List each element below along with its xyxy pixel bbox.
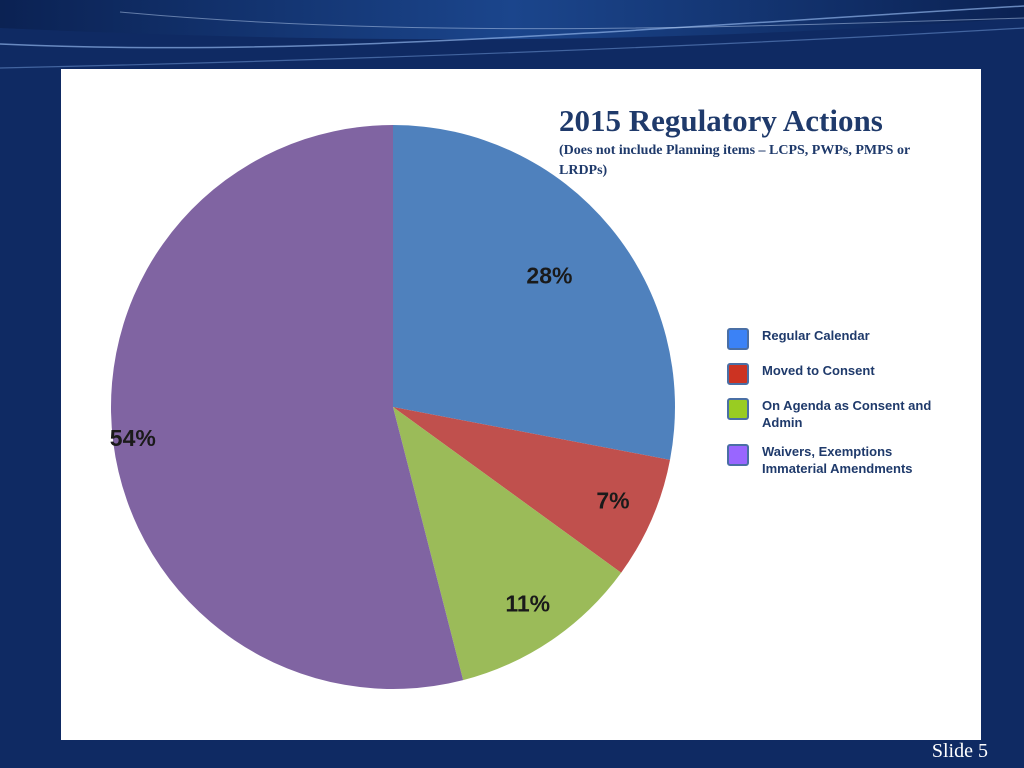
slide-content: 28% 7% 11% 54% 2015 Regulatory Actions (Doe… <box>61 69 981 740</box>
legend-label: Waivers, Exemptions Immaterial Amendment… <box>762 444 913 476</box>
legend-label: Regular Calendar <box>762 328 870 343</box>
pie-data-labels: 28% 7% 11% 54% <box>110 263 630 617</box>
legend-swatch <box>727 328 749 350</box>
legend-swatch <box>727 398 749 420</box>
pie-slice-waivers <box>110 125 464 690</box>
legend-item-waivers-exemptions: Waivers, Exemptions Immaterial Amendment… <box>727 443 977 477</box>
legend-item-regular-calendar: Regular Calendar <box>727 327 977 350</box>
slice-label-regular-calendar: 28% <box>526 263 572 289</box>
legend-swatch <box>727 444 749 466</box>
chart-subtitle: (Does not include Planning items – LCPS,… <box>559 143 910 178</box>
legend-label: Moved to Consent <box>762 363 875 378</box>
chart-title: 2015 Regulatory Actions <box>559 103 883 138</box>
header-banner <box>0 0 1024 80</box>
legend-item-moved-to-consent: Moved to Consent <box>727 362 977 385</box>
legend-item-consent-and-admin: On Agenda as Consent and Admin <box>727 397 977 431</box>
pie-slice-regular-calendar <box>393 125 675 460</box>
chart-legend: Regular Calendar Moved to Consent On Age… <box>727 327 977 489</box>
slice-label-moved-to-consent: 7% <box>596 487 629 513</box>
legend-label: On Agenda as Consent and Admin <box>762 398 932 430</box>
pie-slice-consent-and-admin <box>393 407 622 681</box>
slice-label-consent-and-admin: 11% <box>505 590 550 616</box>
slide-number: Slide 5 <box>931 740 988 762</box>
pie-slice-moved-to-consent <box>393 407 671 573</box>
pie-chart: 28% 7% 11% 54% <box>110 125 675 690</box>
slice-label-waivers: 54% <box>110 425 156 451</box>
legend-swatch <box>727 363 749 385</box>
pie-slices <box>110 125 675 690</box>
